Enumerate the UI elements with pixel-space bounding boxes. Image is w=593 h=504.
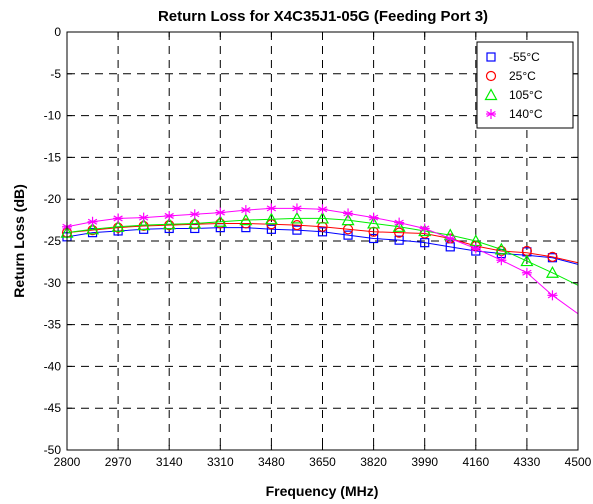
data-point xyxy=(494,242,508,255)
data-point xyxy=(545,266,559,278)
legend-item: 25°C xyxy=(485,69,536,83)
x-tick-label: 3990 xyxy=(411,455,438,469)
data-point xyxy=(189,209,200,220)
y-tick-label: -30 xyxy=(44,276,62,290)
x-tick-label: 3820 xyxy=(360,455,387,469)
data-point xyxy=(240,205,251,216)
x-tick-label: 3140 xyxy=(156,455,183,469)
data-point xyxy=(213,215,227,227)
data-point xyxy=(87,216,98,227)
data-point xyxy=(367,216,381,229)
data-point xyxy=(470,243,481,254)
legend-label: 25°C xyxy=(509,69,536,83)
y-tick-label: 0 xyxy=(54,25,61,39)
y-axis-label: Return Loss (dB) xyxy=(11,184,27,298)
series-4 xyxy=(62,203,579,315)
data-point xyxy=(394,227,405,238)
data-point xyxy=(162,217,176,230)
data-point xyxy=(368,226,379,237)
legend-item: 105°C xyxy=(484,88,543,102)
data-point xyxy=(392,220,406,232)
legend-label: 105°C xyxy=(509,88,543,102)
y-tick-label: -40 xyxy=(44,359,62,373)
data-point xyxy=(420,238,430,248)
data-point xyxy=(239,213,253,226)
y-tick-label: -20 xyxy=(44,192,62,206)
data-point xyxy=(266,224,276,234)
x-tick-label: 3480 xyxy=(258,455,285,469)
data-point xyxy=(317,221,328,232)
series-line xyxy=(66,222,579,264)
data-point xyxy=(419,223,430,234)
data-point xyxy=(317,204,328,215)
legend-marker xyxy=(486,109,496,119)
legend-marker xyxy=(485,70,497,82)
data-point xyxy=(292,225,302,235)
y-tick-label: -35 xyxy=(44,318,62,332)
data-point xyxy=(264,212,278,225)
data-point xyxy=(445,233,456,244)
data-point xyxy=(164,210,175,221)
data-point xyxy=(368,212,379,223)
x-tick-label: 2970 xyxy=(105,455,132,469)
data-point xyxy=(547,251,558,262)
y-tick-label: -15 xyxy=(44,150,62,164)
data-point xyxy=(520,254,534,267)
series-layer xyxy=(60,203,579,315)
data-point xyxy=(266,203,277,214)
data-point xyxy=(290,211,304,224)
data-point xyxy=(496,255,507,266)
data-point xyxy=(291,203,302,214)
grid-lines xyxy=(67,32,578,450)
x-axis-label: Frequency (MHz) xyxy=(266,483,379,499)
data-point xyxy=(343,208,354,219)
data-point xyxy=(138,212,149,223)
x-tick-label: 4160 xyxy=(462,455,489,469)
legend: -55°C 25°C 105°C 140°C xyxy=(476,41,574,129)
axis-ticks: 2800 2970 3140 3310 3480 3650 3820 3990 4160 4330… xyxy=(44,25,592,469)
data-point xyxy=(369,233,379,244)
data-point xyxy=(86,222,100,235)
data-point xyxy=(394,217,405,228)
legend-marker xyxy=(486,52,496,62)
data-point xyxy=(547,290,558,301)
y-tick-label: -10 xyxy=(44,109,62,123)
data-point xyxy=(394,235,404,245)
data-point xyxy=(315,211,330,224)
y-tick-label: -5 xyxy=(50,67,61,81)
data-point xyxy=(113,213,124,224)
legend-label: -55°C xyxy=(509,50,540,64)
data-point xyxy=(137,218,151,231)
series-3 xyxy=(60,211,579,286)
legend-marker xyxy=(484,88,498,101)
chart-title: Return Loss for X4C35J1-05G (Feeding Por… xyxy=(158,8,488,25)
data-point xyxy=(341,213,355,226)
data-point xyxy=(343,230,353,240)
x-tick-label: 4330 xyxy=(514,455,541,469)
data-point xyxy=(291,220,303,231)
y-tick-label: -45 xyxy=(44,401,62,415)
data-point xyxy=(188,216,202,229)
data-point xyxy=(189,219,200,230)
y-tick-label: -50 xyxy=(44,443,62,457)
data-point xyxy=(521,267,532,278)
x-tick-label: 3650 xyxy=(309,455,336,469)
data-point xyxy=(317,227,328,237)
x-tick-label: 4500 xyxy=(565,455,592,469)
legend-item: 140°C xyxy=(486,107,543,121)
series-line xyxy=(66,217,579,286)
data-point xyxy=(215,207,226,218)
x-tick-label: 2800 xyxy=(54,455,81,469)
legend-label: 140°C xyxy=(509,107,543,121)
data-point xyxy=(111,220,125,232)
y-tick-label: -25 xyxy=(44,234,62,248)
legend-item: -55°C xyxy=(486,50,540,64)
x-tick-label: 3310 xyxy=(207,455,234,469)
